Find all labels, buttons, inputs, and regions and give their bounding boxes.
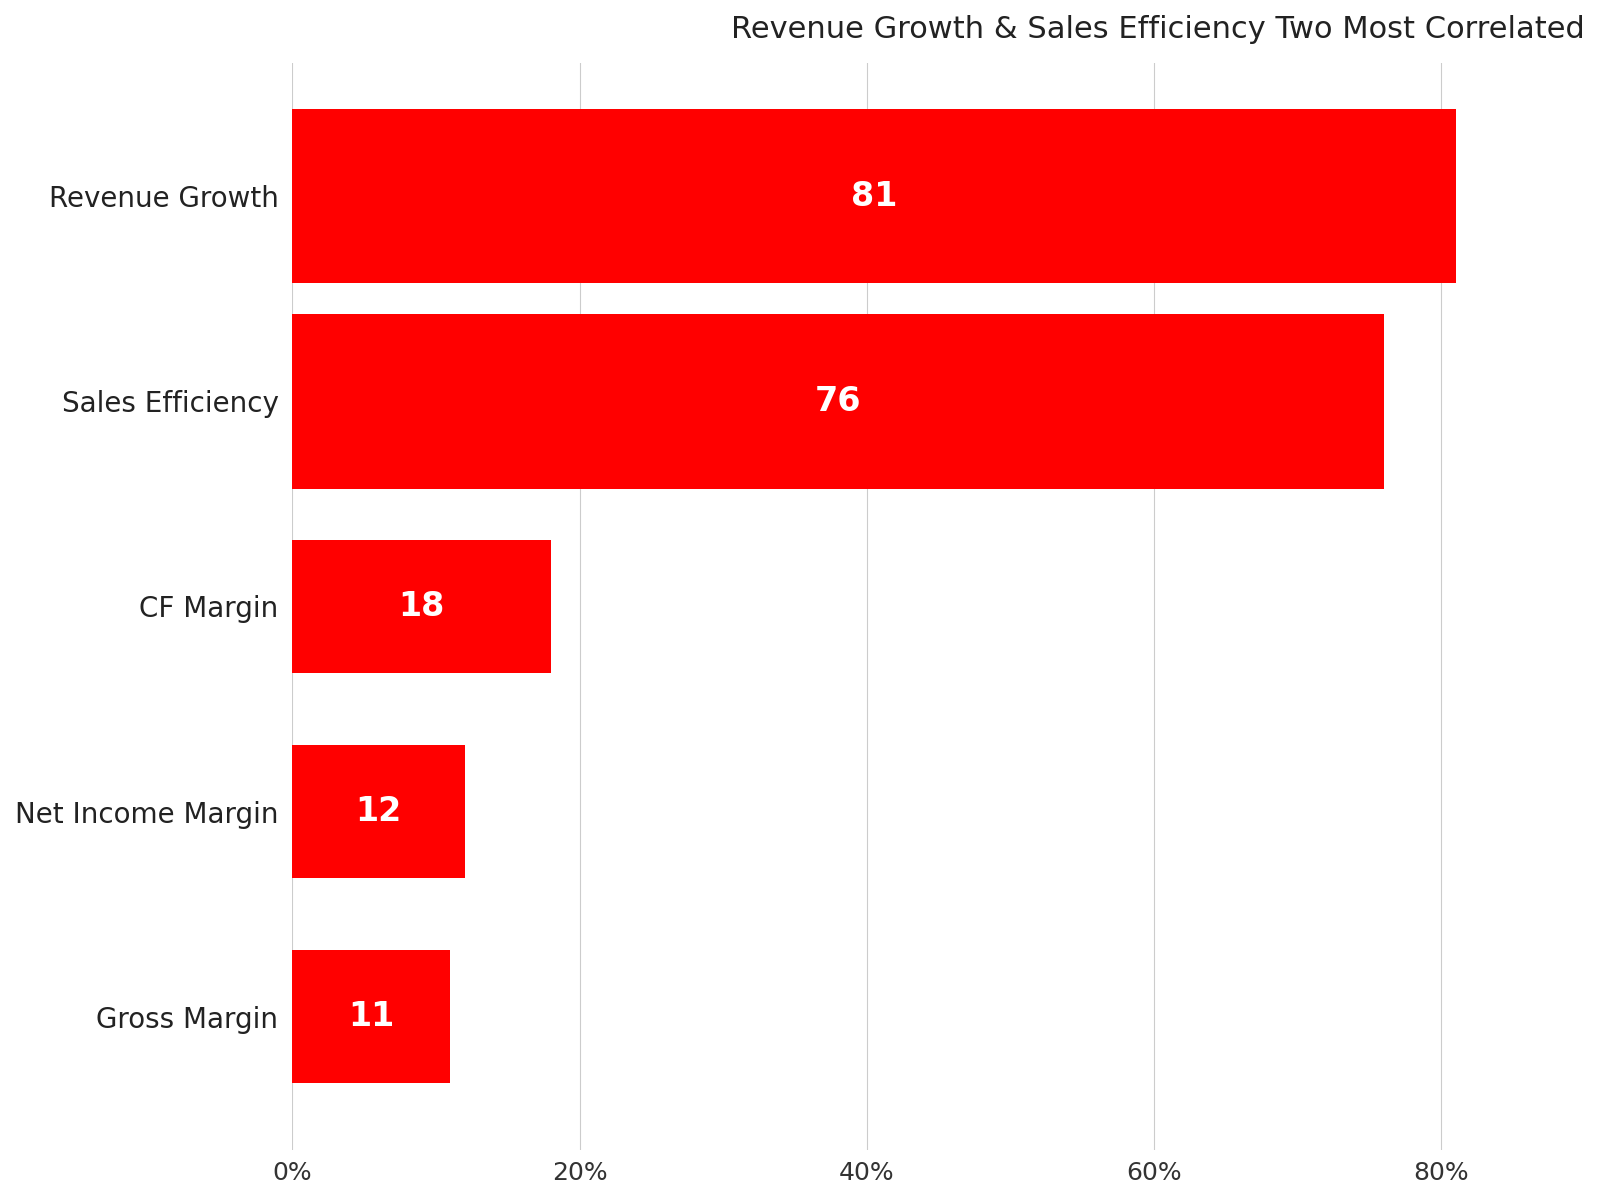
Text: 12: 12 [355,796,402,828]
Text: 18: 18 [398,590,445,623]
Bar [293,540,550,673]
Bar [293,950,450,1084]
Text: 76: 76 [814,385,861,418]
Text: Revenue Growth & Sales Efficiency Two Most Correlated: Revenue Growth & Sales Efficiency Two Mo… [731,14,1586,44]
Text: 11: 11 [349,1000,395,1033]
Bar [293,314,1384,488]
Text: 81: 81 [851,180,898,212]
Bar [293,109,1456,283]
Bar [293,745,464,878]
